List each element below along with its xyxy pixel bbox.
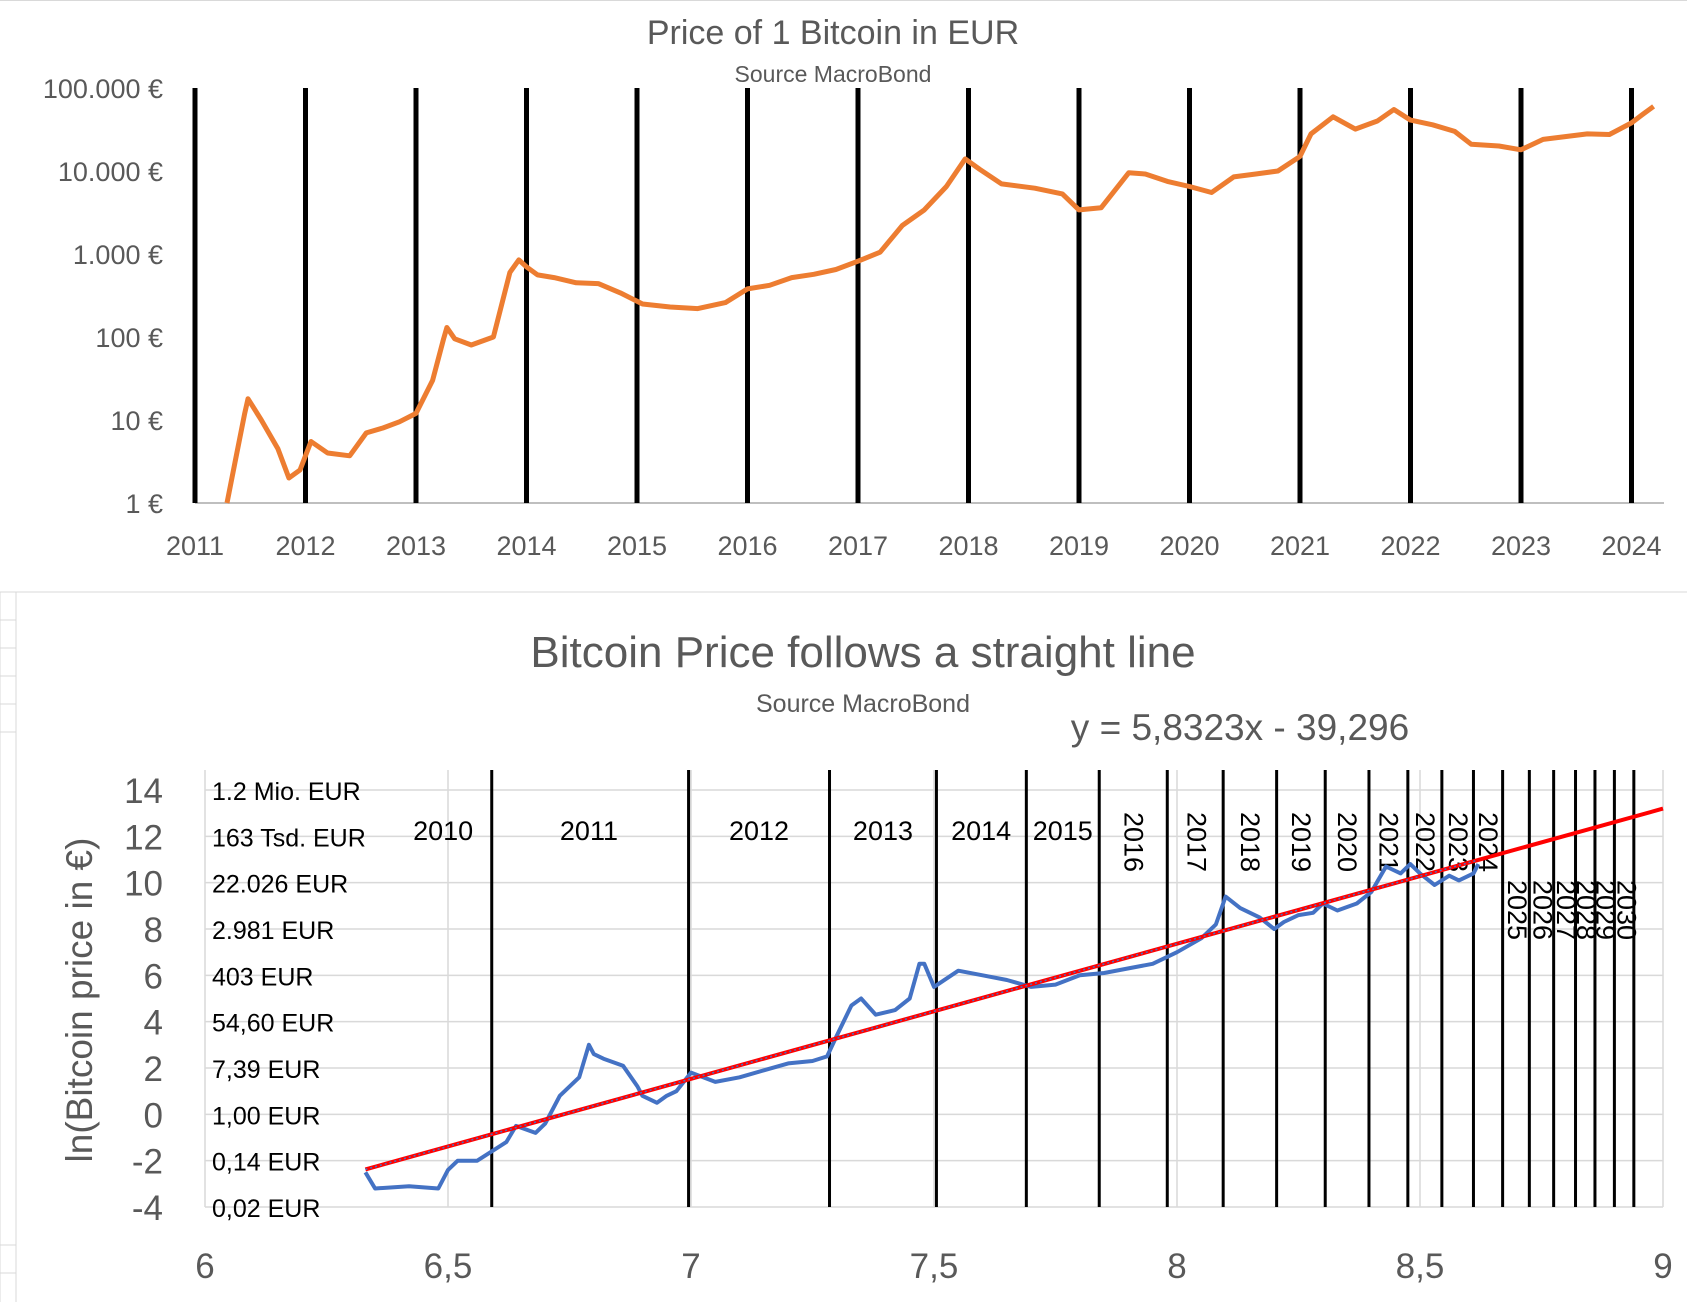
- chart1-x-tick-label: 2013: [386, 531, 446, 561]
- eur-level-label: 0,14 EUR: [212, 1149, 320, 1177]
- chart1-y-tick-label: 1.000 €: [73, 240, 163, 270]
- chart1-y-tick-label: 10.000 €: [58, 157, 163, 187]
- chart1-y-tick-label: 10 €: [110, 406, 163, 436]
- chart2-y-tick-label: 8: [144, 911, 163, 950]
- chart2-y-tick-label: -4: [132, 1189, 163, 1228]
- eur-level-label: 1,00 EUR: [212, 1102, 320, 1130]
- year-label: 2016: [1118, 812, 1148, 872]
- chart2-y-tick-label: 6: [144, 957, 163, 996]
- chart1-y-axis: 1 € 10 € 100 € 1.000 € 10.000 € 100.000 €: [43, 74, 163, 519]
- year-label: 2013: [853, 816, 913, 846]
- chart2-x-tick-label: 6,5: [424, 1247, 473, 1286]
- year-label: 2024: [1473, 812, 1503, 872]
- chart1-x-tick-label: 2024: [1601, 531, 1661, 561]
- year-label: 2029: [1591, 880, 1621, 940]
- chart1-x-axis: 2011 2012 2013 2014 2015 2016 2017 2018 2019 2020…: [166, 531, 1662, 561]
- year-label: 2012: [729, 816, 789, 846]
- eur-level-label: 403 EUR: [212, 963, 313, 991]
- eur-level-label: 1.2 Mio. EUR: [212, 778, 361, 806]
- year-label: 2022: [1410, 812, 1440, 872]
- year-label: 2027: [1551, 880, 1581, 940]
- chart1-x-tick-label: 2018: [938, 531, 998, 561]
- year-label: 2015: [1033, 816, 1093, 846]
- chart2-y-tick-label: 14: [124, 772, 163, 811]
- year-label: 2017: [1181, 812, 1211, 872]
- chart1-year-lines: [192, 88, 1634, 503]
- chart2-y-tick-label: -2: [132, 1143, 163, 1182]
- chart2-y-axis: -4 -2 0 2 4 6 8 10 12 14: [124, 772, 163, 1228]
- chart1-x-tick-label: 2022: [1380, 531, 1440, 561]
- chart2-y-tick-label: 10: [124, 865, 163, 904]
- chart2-gridlines: [204, 770, 1664, 1208]
- chart1-y-tick-label: 1 €: [125, 489, 163, 519]
- eur-level-label: 163 Tsd. EUR: [212, 824, 366, 852]
- chart2-x-tick-label: 6: [195, 1247, 214, 1286]
- chart1-x-tick-label: 2011: [166, 531, 224, 561]
- chart2-trend-line: [364, 806, 1664, 1172]
- chart1-x-tick-label: 2023: [1491, 531, 1551, 561]
- year-label: 2010: [413, 816, 473, 846]
- chart2-x-tick-label: 8,5: [1396, 1247, 1445, 1286]
- chart1-y-tick-label: 100.000 €: [43, 74, 163, 104]
- chart2-year-labels: 2010 2011 2012 2013 2014 2015 2016 2017 2018 2019…: [413, 812, 1641, 940]
- year-label: 2019: [1286, 812, 1316, 872]
- chart1-x-tick-label: 2014: [496, 531, 556, 561]
- chart1-series-line: [224, 104, 1656, 504]
- chart2-title: Bitcoin Price follows a straight line: [530, 628, 1195, 677]
- year-label: 2020: [1332, 812, 1362, 872]
- chart1-x-tick-label: 2019: [1049, 531, 1109, 561]
- year-label: 2014: [951, 816, 1011, 846]
- chart1-x-tick-label: 2016: [717, 531, 777, 561]
- chart1-x-tick-label: 2020: [1159, 531, 1219, 561]
- eur-level-label: 7,39 EUR: [212, 1056, 320, 1084]
- year-label: 2030: [1612, 880, 1642, 940]
- chart2-y-tick-label: 12: [124, 818, 163, 857]
- year-label: 2021: [1373, 812, 1403, 872]
- price-log-chart: Price of 1 Bitcoin in EUR Source MacroBo…: [43, 14, 1664, 561]
- chart2-subtitle: Source MacroBond: [756, 690, 970, 718]
- chart2-x-tick-label: 8: [1167, 1247, 1186, 1286]
- chart2-year-lines: [490, 770, 1636, 1207]
- year-label: 2018: [1235, 812, 1265, 872]
- eur-level-label: 54,60 EUR: [212, 1010, 334, 1038]
- chart2-y-axis-title: ln(Bitcoin price in €): [59, 838, 100, 1163]
- eur-level-label: 22.026 EUR: [212, 871, 348, 899]
- chart2-price-line: [363, 862, 1481, 1191]
- chart1-x-tick-label: 2021: [1270, 531, 1330, 561]
- trendline-equation: y = 5,8323x - 39,296: [1071, 707, 1409, 748]
- eur-level-label: 2.981 EUR: [212, 917, 334, 945]
- chart1-x-tick-label: 2012: [275, 531, 335, 561]
- chart1-title: Price of 1 Bitcoin in EUR: [647, 14, 1019, 52]
- chart2-y-tick-label: 0: [144, 1096, 163, 1135]
- chart1-y-tick-label: 100 €: [95, 323, 163, 353]
- year-label: 2011: [560, 816, 618, 846]
- chart1-x-tick-label: 2015: [607, 531, 667, 561]
- chart2-x-tick-label: 9: [1653, 1247, 1672, 1286]
- chart2-x-tick-label: 7: [681, 1247, 700, 1286]
- year-label: 2026: [1528, 880, 1558, 940]
- eur-level-label: 0,02 EUR: [212, 1195, 320, 1223]
- chart2-eur-labels: 0,02 EUR 0,14 EUR 1,00 EUR 7,39 EUR 54,60 EU…: [212, 778, 366, 1223]
- year-label: 2025: [1502, 880, 1532, 940]
- chart2-y-tick-label: 4: [144, 1004, 163, 1043]
- chart2-y-tick-label: 2: [144, 1050, 163, 1089]
- ln-price-chart: Bitcoin Price follows a straight line So…: [59, 628, 1673, 1286]
- chart2-x-axis: 6 6,5 7 7,5 8 8,5 9: [195, 1247, 1672, 1286]
- year-label: 2028: [1571, 880, 1601, 940]
- chart1-subtitle: Source MacroBond: [735, 61, 932, 87]
- chart2-x-tick-label: 7,5: [910, 1247, 959, 1286]
- chart1-x-tick-label: 2017: [828, 531, 888, 561]
